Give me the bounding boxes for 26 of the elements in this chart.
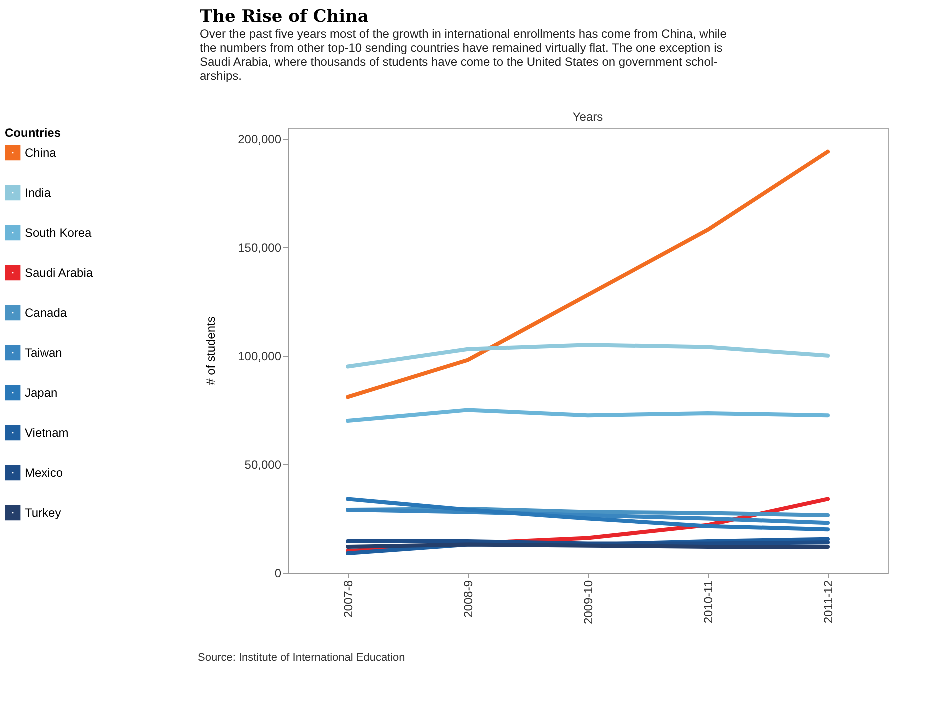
x-tick-label: 2008-9 xyxy=(462,580,476,618)
legend-label: India xyxy=(25,186,52,200)
legend-label: Mexico xyxy=(25,466,64,480)
legend-label: Turkey xyxy=(25,506,62,520)
y-tick-label: 0 xyxy=(274,566,282,580)
x-tick-label: 2009-10 xyxy=(582,580,596,625)
y-axis-title: # of students xyxy=(204,316,218,386)
legend-label: Japan xyxy=(25,386,58,400)
legend-label: Canada xyxy=(25,306,68,320)
x-tick-label: 2007-8 xyxy=(342,580,356,618)
legend-label: China xyxy=(25,146,57,160)
x-tick-label: 2011-12 xyxy=(822,580,836,624)
legend-label: Saudi Arabia xyxy=(25,266,94,280)
legend-label: South Korea xyxy=(25,226,92,240)
x-tick-label: 2010-11 xyxy=(702,580,716,624)
legend-label: Taiwan xyxy=(25,346,62,360)
chart-subtitle: Over the past five years most of the growth in international enrollments has come from China, while the numbers from other top-10 sending countries have remained virtually flat. The one exception is Saudi Arabia, where thousands of students have come to the United States on government schol-arships. xyxy=(200,27,728,83)
y-tick-label: 200,000 xyxy=(238,132,282,146)
x-axis-title: Years xyxy=(572,110,604,124)
chart-title: The Rise of China xyxy=(200,7,369,27)
legend-title: Countries xyxy=(5,126,62,140)
y-tick-label: 100,000 xyxy=(238,349,282,364)
source-note: Source: Institute of International Education xyxy=(198,652,406,664)
legend-label: Vietnam xyxy=(25,426,69,440)
y-tick-label: 150,000 xyxy=(238,240,282,255)
y-tick-label: 50,000 xyxy=(244,458,282,472)
